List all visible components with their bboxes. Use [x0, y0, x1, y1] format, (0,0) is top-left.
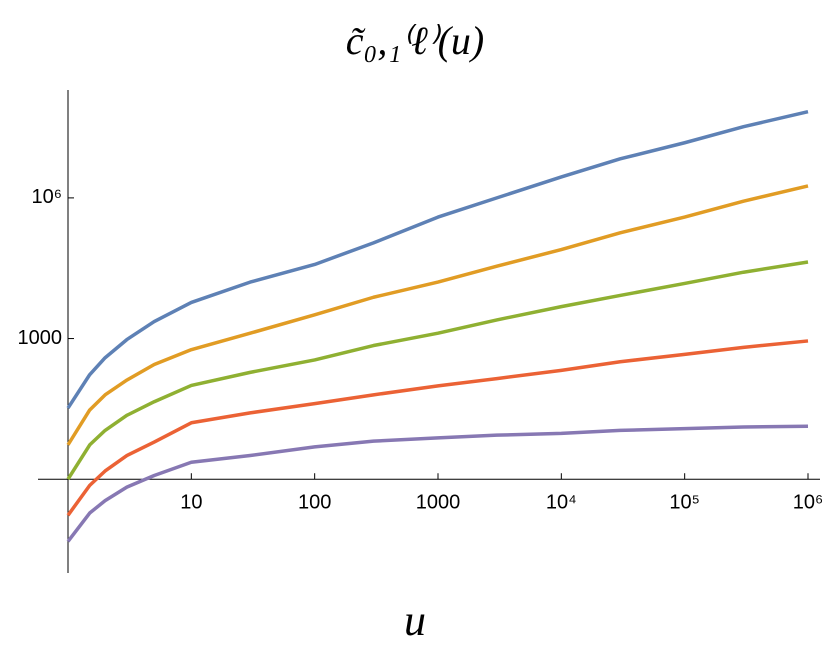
- y-tick-label: 1000: [18, 327, 63, 349]
- chart-title: c̃₀,₁⁽ℓ⁾(u): [346, 18, 485, 63]
- y-tick-label: 10⁶: [32, 186, 62, 208]
- x-tick-label: 1000: [416, 492, 461, 514]
- series-line: [66, 184, 809, 446]
- x-tick-label: 100: [298, 492, 331, 514]
- x-tick-label: 10⁵: [669, 492, 700, 514]
- series-line: [66, 339, 809, 517]
- series-line: [66, 260, 809, 481]
- x-tick-label: 10: [180, 492, 202, 514]
- series-line: [66, 424, 809, 543]
- x-axis-label: u: [404, 596, 426, 645]
- x-tick-label: 10⁶: [793, 492, 823, 514]
- x-tick-label: 10⁴: [546, 492, 577, 514]
- series-line: [66, 109, 809, 409]
